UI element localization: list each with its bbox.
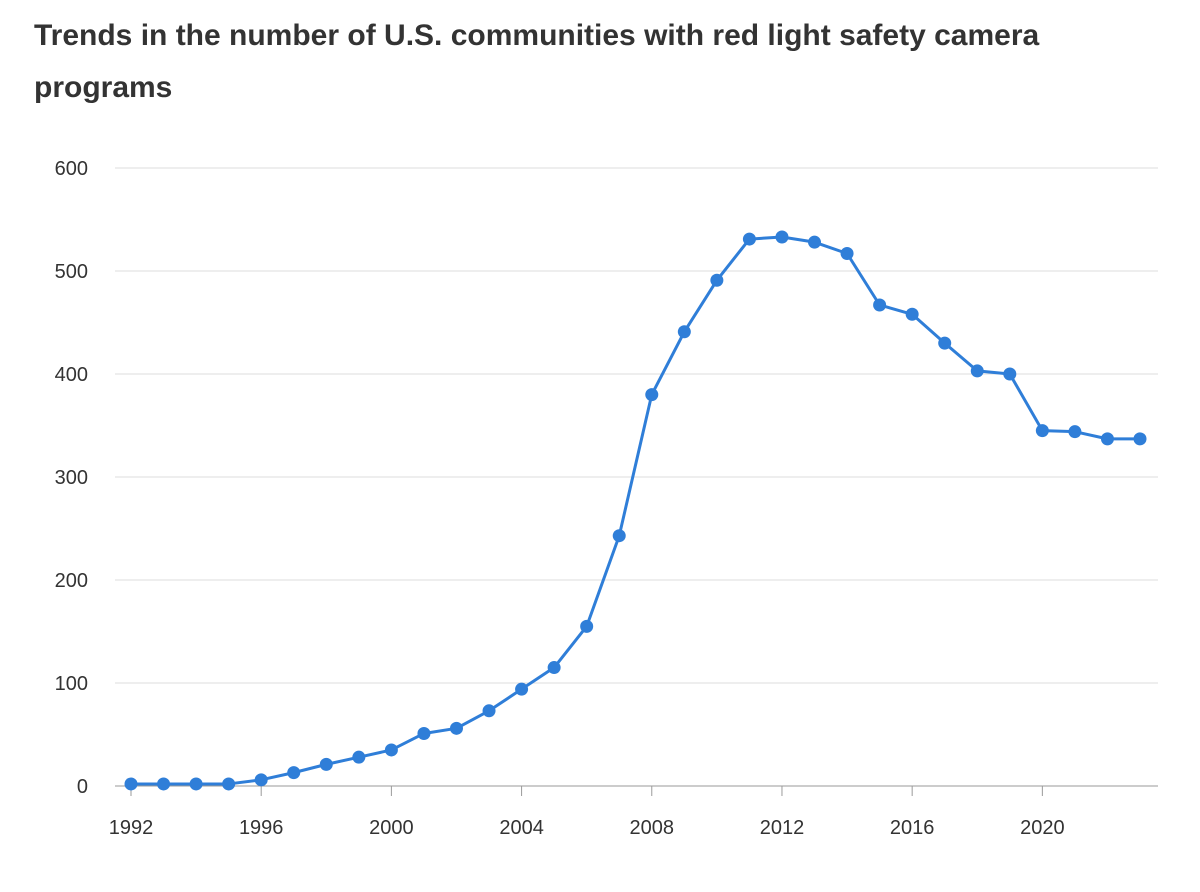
- y-tick-label: 400: [55, 364, 88, 386]
- data-point[interactable]: [547, 661, 561, 675]
- y-tick-label: 600: [55, 158, 88, 180]
- data-point[interactable]: [905, 307, 919, 321]
- data-point[interactable]: [157, 777, 171, 791]
- x-tick-label: 2004: [499, 817, 544, 839]
- data-point[interactable]: [124, 777, 138, 791]
- data-point[interactable]: [449, 721, 463, 735]
- chart-title: Trends in the number of U.S. communities…: [34, 19, 1040, 104]
- data-point[interactable]: [645, 388, 659, 402]
- x-axis: [115, 785, 1158, 796]
- data-point[interactable]: [580, 619, 594, 633]
- data-point[interactable]: [775, 230, 789, 244]
- data-point[interactable]: [352, 750, 366, 764]
- data-point[interactable]: [677, 325, 691, 339]
- data-point[interactable]: [1035, 424, 1049, 438]
- gridlines: [115, 167, 1158, 684]
- data-point[interactable]: [417, 726, 431, 740]
- data-point[interactable]: [710, 273, 724, 287]
- data-point[interactable]: [1133, 432, 1147, 446]
- x-tick-label: 2016: [890, 817, 935, 839]
- data-point[interactable]: [1100, 432, 1114, 446]
- data-point[interactable]: [1068, 425, 1082, 439]
- x-axis-labels: 1992 1996 2000 2004 2008 2012 2016 2020: [109, 817, 1065, 839]
- data-point[interactable]: [873, 298, 887, 312]
- data-point[interactable]: [970, 364, 984, 378]
- data-point[interactable]: [612, 529, 626, 543]
- y-tick-label: 200: [55, 570, 88, 592]
- x-tick-label: 1992: [109, 817, 154, 839]
- series-layer: [124, 230, 1147, 791]
- data-point[interactable]: [287, 766, 301, 780]
- x-tick-label: 2012: [760, 817, 805, 839]
- x-tick-label: 2020: [1020, 817, 1065, 839]
- data-point[interactable]: [482, 704, 496, 718]
- y-tick-label: 0: [77, 776, 88, 798]
- data-point[interactable]: [254, 773, 268, 787]
- data-point[interactable]: [840, 246, 854, 260]
- data-point[interactable]: [1003, 367, 1017, 381]
- y-tick-label: 100: [55, 673, 88, 695]
- data-point[interactable]: [384, 743, 398, 757]
- data-point[interactable]: [189, 777, 203, 791]
- series-line: [131, 235, 1140, 786]
- data-point[interactable]: [742, 232, 756, 246]
- x-tick-label: 2008: [630, 817, 675, 839]
- x-tick-label: 2000: [369, 817, 414, 839]
- data-point[interactable]: [222, 777, 236, 791]
- y-tick-label: 300: [55, 467, 88, 489]
- data-point[interactable]: [938, 336, 952, 350]
- data-point[interactable]: [319, 757, 333, 771]
- y-axis-labels: 0 100 200 300 400 500 600: [55, 158, 88, 798]
- y-tick-label: 500: [55, 261, 88, 283]
- data-point[interactable]: [808, 235, 822, 249]
- x-tick-label: 1996: [239, 817, 284, 839]
- data-point[interactable]: [515, 682, 529, 696]
